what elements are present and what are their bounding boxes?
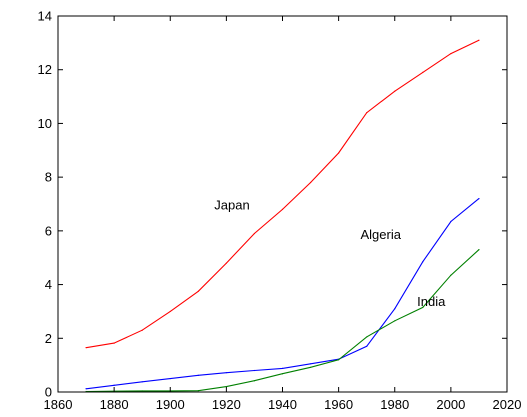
- india-data-point: [225, 386, 227, 388]
- algeria-series-label: Algeria: [360, 227, 401, 242]
- x-tick-label: 1900: [156, 397, 185, 412]
- japan-data-point: [450, 53, 452, 55]
- y-tick-label: 8: [45, 170, 52, 185]
- x-tick-label: 1920: [212, 397, 241, 412]
- x-tick-label: 2000: [436, 397, 465, 412]
- x-tick-label: 2020: [493, 397, 522, 412]
- japan-data-point: [253, 232, 256, 235]
- india-data-point: [422, 306, 424, 308]
- x-tick-label: 1860: [44, 397, 73, 412]
- x-tick-label: 1980: [380, 397, 409, 412]
- algeria-data-point: [281, 367, 284, 369]
- india-data-point: [478, 249, 480, 251]
- japan-data-point: [113, 342, 115, 344]
- japan-data-point: [394, 90, 396, 92]
- algeria-data-point: [169, 377, 171, 380]
- algeria-data-point: [253, 369, 256, 372]
- y-tick-label: 2: [45, 331, 52, 346]
- india-data-point: [309, 366, 312, 368]
- algeria-data-point: [141, 381, 143, 383]
- algeria-data-point: [450, 220, 452, 223]
- y-tick-label: 0: [45, 385, 52, 400]
- x-tick-label: 1960: [324, 397, 353, 412]
- japan-data-point: [366, 112, 368, 114]
- algeria-data-point: [366, 345, 368, 347]
- y-axis-ticks: 0 2 4 6 8 10 12 14: [38, 9, 507, 400]
- algeria-data-point: [113, 384, 115, 386]
- y-tick-label: 10: [38, 116, 52, 131]
- japan-data-point: [309, 181, 312, 184]
- algeria-data-point: [225, 372, 227, 374]
- japan-data-point: [141, 329, 143, 331]
- x-tick-label: 1880: [100, 397, 129, 412]
- japan-data-point: [338, 152, 340, 154]
- japan-data-point: [169, 310, 171, 313]
- algeria-data-point: [197, 374, 199, 376]
- india-data-point: [366, 336, 368, 338]
- india-data-point: [281, 373, 284, 375]
- japan-data-point: [197, 290, 199, 292]
- india-data-point: [253, 380, 256, 382]
- japan-series-label: Japan: [214, 197, 249, 212]
- algeria-data-point: [478, 198, 480, 200]
- india-data-point: [141, 390, 143, 392]
- y-tick-label: 4: [45, 277, 52, 292]
- x-tick-label: 1940: [268, 397, 297, 412]
- japan-data-point: [478, 39, 480, 41]
- algeria-data-point: [422, 261, 424, 263]
- india-series-label: India: [417, 294, 446, 309]
- japan-data-point: [225, 262, 227, 264]
- japan-data-point: [85, 347, 87, 349]
- y-tick-label: 14: [38, 9, 52, 24]
- series-layer: [85, 39, 480, 393]
- india-data-point: [450, 274, 452, 276]
- india-data-point: [197, 390, 199, 392]
- algeria-data-point: [309, 363, 312, 365]
- y-tick-label: 6: [45, 223, 52, 238]
- india-data-point: [338, 359, 340, 361]
- japan-data-point: [422, 71, 424, 73]
- india-data-point: [394, 320, 396, 322]
- japan-data-point: [281, 208, 284, 210]
- plot-area: [58, 16, 507, 392]
- x-axis-ticks: 1860 1880 1900 1920 1940 1960 1980 2000 2020: [44, 16, 522, 412]
- series-labels: Japan Algeria India: [214, 197, 446, 309]
- algeria-data-point: [85, 388, 87, 390]
- y-tick-label: 12: [38, 62, 52, 77]
- algeria-data-point: [394, 308, 396, 310]
